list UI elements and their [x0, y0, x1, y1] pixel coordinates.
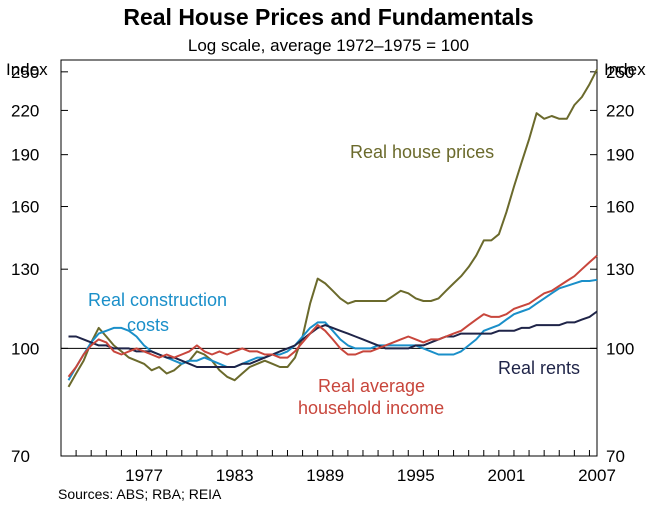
- y-tick-label-left: 130: [11, 260, 39, 279]
- x-tick-label: 1983: [216, 466, 254, 485]
- y-tick-label-right: 220: [606, 101, 634, 120]
- series-line-real-house-prices: [67, 68, 598, 388]
- y-tick-label-left: 220: [11, 101, 39, 120]
- series-label-income-line2: household income: [298, 398, 444, 418]
- y-tick-label-right: 160: [606, 198, 634, 217]
- y-tick-label-left: 100: [11, 339, 39, 358]
- y-axis-label-right: Index: [604, 60, 646, 79]
- x-tick-label: 1995: [397, 466, 435, 485]
- series-line-real-rents: [68, 310, 598, 368]
- y-axis-label-left: Index: [6, 60, 48, 79]
- y-tick-label-right: 130: [606, 260, 634, 279]
- chart-title: Real House Prices and Fundamentals: [123, 4, 534, 30]
- series-label-construction-line2: costs: [127, 315, 169, 335]
- plot-frame: [60, 59, 598, 457]
- series-label-income-line1: Real average: [318, 376, 425, 396]
- y-tick-label-right: 250: [606, 63, 634, 82]
- y-tick-label-left: 250: [11, 63, 39, 82]
- y-tick-label-left: 160: [11, 198, 39, 217]
- y-tick-label-right: 100: [606, 339, 634, 358]
- series-line-real-average-household-income: [67, 254, 598, 378]
- chart-source: Sources: ABS; RBA; REIA: [58, 486, 222, 502]
- y-tick-label-left: 190: [11, 146, 39, 165]
- x-tick-label: 2007: [578, 466, 616, 485]
- y-tick-label-right: 190: [606, 146, 634, 165]
- chart-subtitle: Log scale, average 1972–1975 = 100: [187, 36, 470, 55]
- x-tick-label: 2001: [487, 466, 525, 485]
- y-tick-label-right: 70: [606, 447, 625, 466]
- series-label-rents: Real rents: [498, 358, 580, 378]
- series-label-construction-line1: Real construction: [88, 290, 227, 310]
- series-label-house-prices: Real house prices: [350, 142, 494, 162]
- axes-layer: Index Index 70 70 100 100 130 130 160 160 190 190 22…: [6, 59, 646, 485]
- x-tick-label: 1977: [125, 466, 163, 485]
- label-layer: Real house prices Real construction cost…: [88, 142, 580, 418]
- x-tick-label: 1989: [306, 466, 344, 485]
- y-tick-label-left: 70: [11, 447, 30, 466]
- series-layer: [67, 68, 598, 388]
